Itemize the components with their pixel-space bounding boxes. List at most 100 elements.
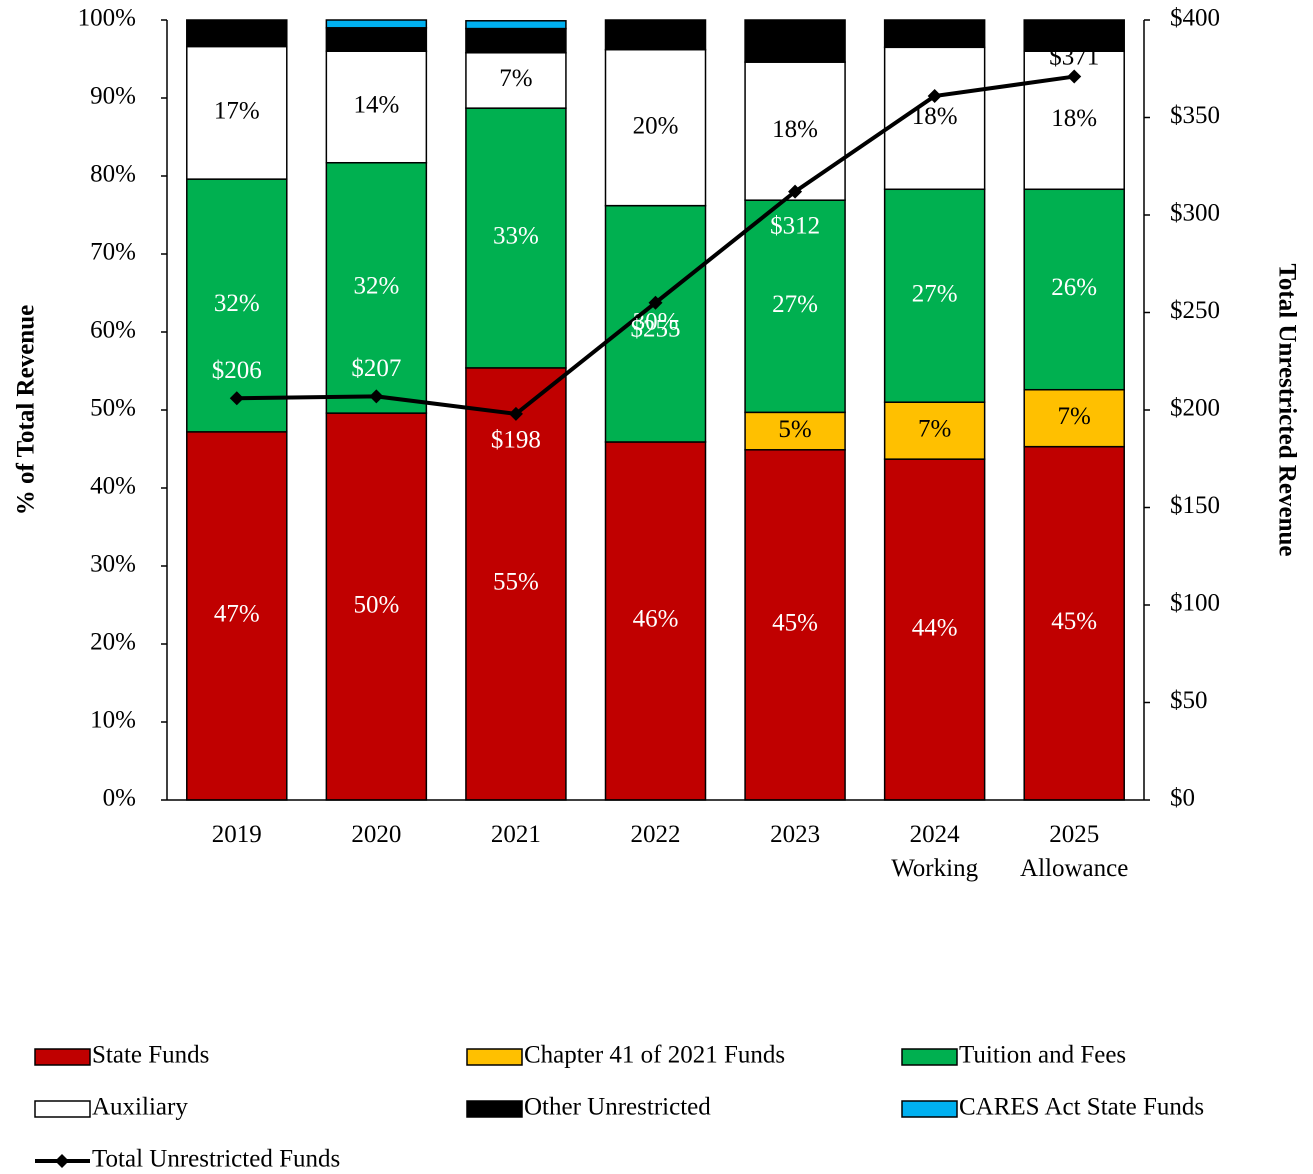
legend-swatch [466,1048,523,1066]
bar-segment [186,45,288,180]
y-tick-label: 90% [90,83,136,110]
legend-swatch [901,1048,958,1066]
y-tick-label: 100% [78,5,136,32]
bar-segment [1023,445,1125,801]
legend-swatch [901,1100,958,1118]
bar-segment [604,204,707,443]
data-label: 50% [353,591,399,618]
legend-swatch [466,1100,523,1118]
bar-segment [744,411,846,451]
data-label: 45% [1051,608,1097,635]
bar-segment [883,19,986,49]
y-tick-label: 10% [90,707,136,734]
bar-segment [465,367,567,801]
line-marker [369,389,384,404]
x-tick-label: 2022 [630,821,681,848]
line-label: $207 [351,355,401,382]
data-label: 27% [772,291,818,318]
data-label: 18% [772,116,818,143]
y2-tick-label: $200 [1170,395,1220,422]
line-marker [229,391,244,406]
y-tick-label: 20% [90,629,136,656]
bar-segment [604,441,707,801]
data-label: 26% [1051,274,1097,301]
y-tick-label: 70% [90,239,136,266]
bar-segment [465,20,567,30]
line-marker [648,295,663,310]
bar-segment [186,431,288,801]
data-label: 7% [1058,403,1091,430]
x-tick-label: 2019 [211,821,262,848]
data-label: 27% [912,280,958,307]
data-label: 14% [353,92,399,119]
y-tick-label: 0% [103,785,136,812]
bar-segment [465,107,567,369]
bar-segment [186,19,288,48]
legend-swatch [34,1100,91,1118]
bar-segment [883,458,986,801]
y2-tick-label: $100 [1170,590,1220,617]
bar-segment [186,178,288,433]
y2-tick-label: $400 [1170,5,1220,32]
bar-segment [883,188,986,403]
x-tick-label: 2021 [490,821,541,848]
y-tick-label: 60% [90,317,136,344]
x-tick-label: 2025 Allowance [1020,821,1129,882]
y-tick-label: 40% [90,473,136,500]
legend-marker [55,1154,69,1168]
bar-segment [325,27,428,52]
legend-swatch [34,1048,91,1066]
x-tick-label: 2020 [351,821,402,848]
legend-label: State Funds [92,1042,209,1069]
y-axis-title: % of Total Revenue [13,305,40,515]
y2-tick-label: $350 [1170,102,1220,129]
bar-segment [325,412,428,801]
y2-tick-label: $300 [1170,200,1220,227]
data-label: 55% [493,569,539,596]
legend-label: Other Unrestricted [524,1094,711,1121]
legend-label: CARES Act State Funds [959,1094,1204,1121]
line-marker [508,406,523,421]
y-tick-label: 30% [90,551,136,578]
bar-segment [604,19,707,51]
data-label: 32% [353,273,399,300]
y-tick-label: 50% [90,395,136,422]
legend-label: Auxiliary [92,1094,188,1121]
data-label: 33% [493,223,539,250]
legend-label: Total Unrestricted Funds [92,1146,340,1173]
line-marker [788,184,803,199]
bar-segment [325,50,428,164]
bar-segment [1023,19,1125,52]
data-label: 32% [214,290,260,317]
legend-label: Chapter 41 of 2021 Funds [524,1042,785,1069]
y2-tick-label: $250 [1170,297,1220,324]
y2-tick-label: $0 [1170,785,1195,812]
bar-segment [465,27,567,54]
line-label: $206 [212,357,262,384]
x-tick-label: 2024 Working [891,821,979,882]
data-label: 7% [499,65,532,92]
bar-segment [1023,188,1125,391]
line-marker [927,89,942,104]
data-label: 47% [214,601,260,628]
line-label: $255 [631,315,681,342]
y2-tick-label: $50 [1170,687,1208,714]
y2-tick-label: $150 [1170,492,1220,519]
y-tick-label: 80% [90,161,136,188]
line-label: $371 [1049,43,1099,70]
bar-segment [325,161,428,414]
data-label: 17% [214,98,260,125]
line-marker [1067,69,1082,84]
data-label: 18% [1051,105,1097,132]
data-label: 5% [778,416,811,443]
data-label: 45% [772,610,818,637]
bar-segment [1023,388,1125,448]
line-label: $312 [770,212,820,239]
line-label: $198 [491,427,541,454]
data-label: 20% [633,112,679,139]
data-label: 44% [912,614,958,641]
x-tick-label: 2023 [770,821,821,848]
bar-segment [465,52,567,109]
